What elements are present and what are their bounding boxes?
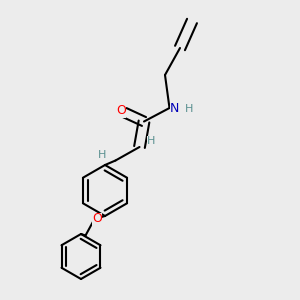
Text: O: O [117,104,126,118]
Text: H: H [98,149,106,160]
Text: O: O [92,212,102,226]
Text: H: H [185,104,193,115]
Text: N: N [170,101,180,115]
Text: H: H [147,136,156,146]
